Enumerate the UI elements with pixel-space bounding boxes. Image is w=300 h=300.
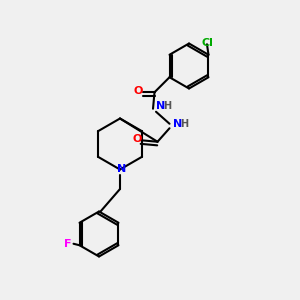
Text: Cl: Cl [201,38,213,48]
Text: O: O [132,134,142,144]
Text: N: N [172,119,182,129]
Text: H: H [164,101,172,111]
Text: F: F [64,239,72,249]
Text: O: O [133,86,143,96]
Text: N: N [117,164,126,175]
Text: N: N [156,101,165,111]
Text: H: H [180,119,188,129]
